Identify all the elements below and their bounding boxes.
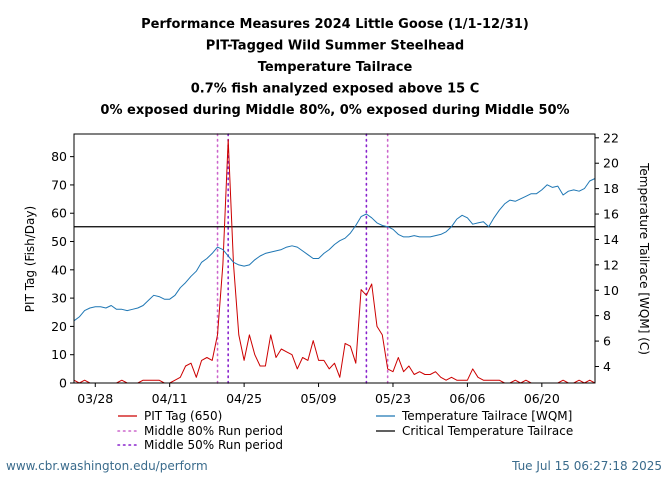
y-right-tick-label: 12 <box>603 257 619 272</box>
footer-timestamp: Tue Jul 15 06:27:18 2025 <box>511 459 662 473</box>
y-right-tick-label: 4 <box>603 359 611 374</box>
pit-tag-series-line <box>73 139 596 384</box>
y-left-tick-label: 20 <box>51 319 67 334</box>
y-left-tick-label: 0 <box>59 376 67 391</box>
legend-label-5: Critical Temperature Tailrace <box>402 424 573 438</box>
y-right-tick-label: 22 <box>603 130 619 145</box>
y-left-tick-label: 60 <box>51 206 67 221</box>
y-right-tick-label: 10 <box>603 283 619 298</box>
y-left-tick-label: 30 <box>51 291 67 306</box>
y-right-tick-label: 18 <box>603 181 619 196</box>
title-line-5: 0% exposed during Middle 80%, 0% exposed… <box>100 103 569 118</box>
run-period-lines <box>216 133 389 384</box>
series-lines <box>73 139 596 384</box>
y-right-tick-label: 16 <box>603 207 619 222</box>
y-left-tick-label: 70 <box>51 177 67 192</box>
x-tick-label: 05/09 <box>301 391 337 406</box>
legend-label-3: Middle 50% Run period <box>144 438 283 452</box>
footer-url[interactable]: www.cbr.washington.edu/perform <box>6 459 208 473</box>
x-tick-label: 03/28 <box>77 391 113 406</box>
legend: PIT Tag (650)Middle 80% Run periodMiddle… <box>117 409 573 452</box>
title-line-4: 0.7% fish analyzed exposed above 15 C <box>191 82 480 97</box>
temperature-series-line <box>73 178 596 322</box>
legend-label-2: Middle 80% Run period <box>144 424 283 438</box>
y-axis-left-label: PIT Tag (Fish/Day) <box>23 206 37 312</box>
y-right-tick-label: 20 <box>603 156 619 171</box>
x-tick-label: 06/20 <box>524 391 560 406</box>
y-axis-right-label: Temperature Tailrace [WQM] (C) <box>637 162 651 355</box>
title-line-3: Temperature Tailrace <box>258 60 413 75</box>
y-left-tick-label: 10 <box>51 347 67 362</box>
x-tick-label: 05/23 <box>375 391 411 406</box>
y-axis-left: 0 10 20 30 40 50 60 70 80 <box>51 149 74 391</box>
y-right-tick-label: 6 <box>603 334 611 349</box>
x-tick-label: 04/11 <box>152 391 188 406</box>
title-line-1: Performance Measures 2024 Little Goose (… <box>141 17 529 32</box>
y-left-tick-label: 40 <box>51 262 67 277</box>
y-right-tick-label: 8 <box>603 308 611 323</box>
y-left-tick-label: 80 <box>51 149 67 164</box>
chart-title: Performance Measures 2024 Little Goose (… <box>100 17 569 118</box>
y-right-tick-label: 14 <box>603 232 619 247</box>
x-tick-label: 04/25 <box>226 391 262 406</box>
plot-frame <box>73 133 596 384</box>
x-axis: 03/28 04/11 04/25 05/09 05/23 06/06 06/20 <box>77 383 560 406</box>
y-left-tick-label: 50 <box>51 234 67 249</box>
x-tick-label: 06/06 <box>449 391 485 406</box>
title-line-2: PIT-Tagged Wild Summer Steelhead <box>206 39 464 54</box>
legend-label-1: PIT Tag (650) <box>144 409 222 423</box>
y-axis-right: 4 6 8 10 12 14 16 18 20 22 <box>595 130 619 374</box>
legend-label-4: Temperature Tailrace [WQM] <box>401 409 572 423</box>
